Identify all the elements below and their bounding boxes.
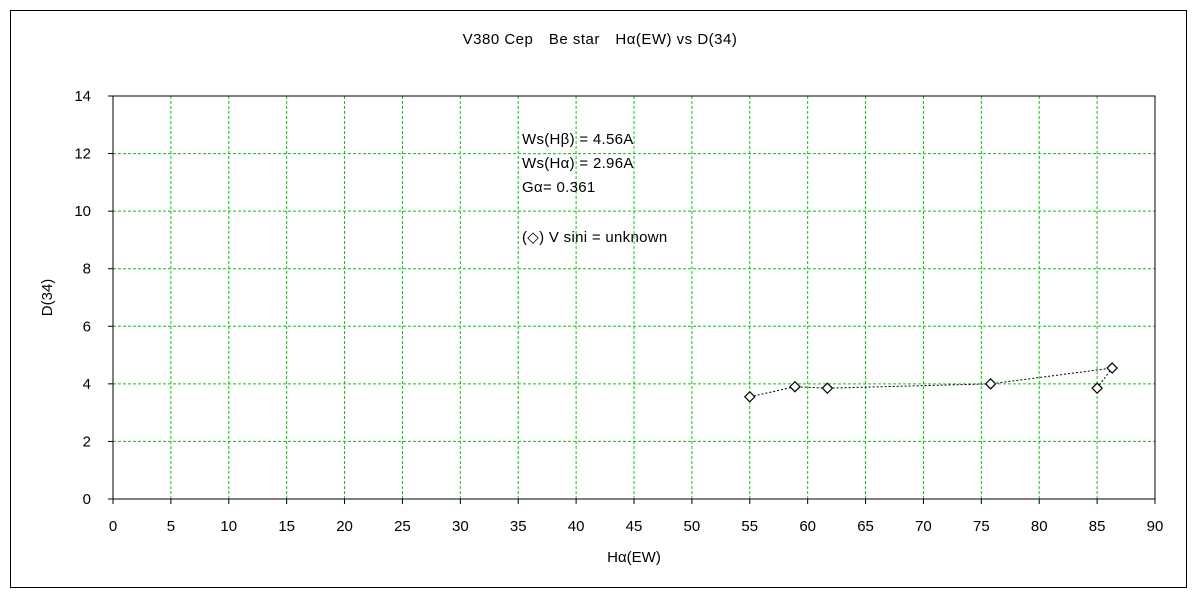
annotation-block: Ws(Hβ) = 4.56A Ws(Hα) = 2.96A Gα= 0.361 … <box>522 131 668 246</box>
grid-layer <box>113 96 1155 499</box>
annotation-hbeta: Ws(Hβ) = 4.56A <box>522 131 634 148</box>
x-tick-label: 30 <box>452 518 469 535</box>
x-tick-label: 90 <box>1147 518 1164 535</box>
x-tick-label: 50 <box>684 518 701 535</box>
data-point <box>1106 362 1119 374</box>
y-tick-label: 4 <box>83 376 91 393</box>
y-axis-label: D(34) <box>39 279 56 317</box>
x-tick-label: 60 <box>799 518 816 535</box>
annotation-vsini: (◇) V sini = unknown <box>522 229 668 246</box>
chart-frame <box>10 10 1187 588</box>
x-tick-label: 20 <box>336 518 353 535</box>
series-line <box>749 367 1114 398</box>
x-axis-label: Hα(EW) <box>607 549 661 566</box>
x-tick-label: 10 <box>220 518 237 535</box>
annotation-galpha: Gα= 0.361 <box>522 179 596 196</box>
x-tick-label: 25 <box>394 518 411 535</box>
data-point <box>743 390 756 403</box>
y-tick-label: 14 <box>74 88 91 105</box>
x-tick-label: 65 <box>857 518 874 535</box>
tick-layer: 0 5 10 15 20 25 30 35 40 45 50 55 60 65 70 75 80 85 90 0 2 4 6… <box>74 88 1163 535</box>
x-tick-label: 45 <box>626 518 643 535</box>
y-tick-label: 0 <box>83 491 91 508</box>
x-tick-label: 80 <box>1031 518 1048 535</box>
x-tick-label: 15 <box>278 518 295 535</box>
data-point <box>789 380 801 393</box>
y-tick-label: 8 <box>83 261 91 278</box>
data-point <box>984 378 997 390</box>
data-point <box>821 382 834 395</box>
y-tick-label: 12 <box>74 146 91 163</box>
x-tick-label: 35 <box>510 518 527 535</box>
y-tick-label: 10 <box>74 203 91 220</box>
series-layer <box>743 362 1119 403</box>
x-tick-label: 85 <box>1089 518 1106 535</box>
data-point <box>1091 382 1103 395</box>
y-tick-label: 2 <box>83 433 91 450</box>
x-tick-label: 5 <box>167 518 175 535</box>
x-tick-label: 40 <box>568 518 585 535</box>
annotation-halpha: Ws(Hα) = 2.96A <box>522 155 634 172</box>
x-tick-label: 70 <box>915 518 932 535</box>
x-tick-label: 0 <box>109 518 117 535</box>
x-tick-label: 55 <box>741 518 758 535</box>
y-tick-label: 6 <box>83 318 91 335</box>
x-tick-label: 75 <box>973 518 990 535</box>
chart-title: V380 Cep Be star Hα(EW) vs D(34) <box>463 31 738 48</box>
